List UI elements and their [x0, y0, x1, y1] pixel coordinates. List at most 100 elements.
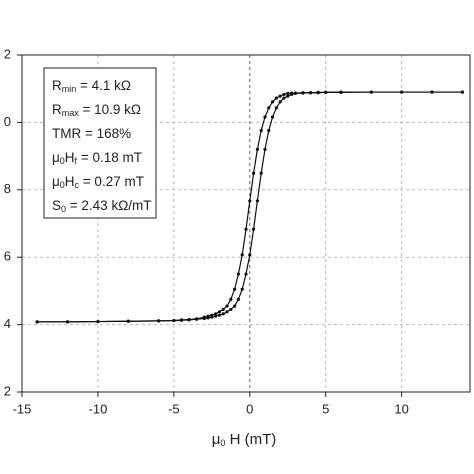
text-part: H — [65, 174, 75, 189]
subscript: c — [75, 180, 80, 190]
data-point — [293, 91, 297, 95]
data-point — [301, 91, 305, 95]
data-point — [267, 128, 271, 133]
data-point — [96, 319, 100, 324]
data-point — [225, 304, 229, 308]
data-point — [259, 171, 263, 175]
data-point — [308, 91, 313, 95]
data-point — [157, 319, 161, 323]
data-point — [229, 297, 233, 301]
data-point — [274, 96, 278, 100]
data-point — [274, 106, 278, 110]
data-point — [248, 199, 252, 203]
data-point — [248, 253, 252, 257]
text-part: μ — [52, 150, 60, 165]
data-point — [316, 90, 320, 95]
data-point — [263, 115, 267, 119]
y-tick-label: 8 — [4, 181, 11, 196]
text-part: TMR = 168% — [52, 126, 131, 141]
plot-frame — [21, 54, 471, 393]
data-point — [286, 94, 290, 98]
data-point — [430, 90, 434, 94]
data-point — [195, 317, 199, 321]
data-point — [172, 318, 176, 323]
x-tick-label: 5 — [322, 401, 329, 416]
data-point — [460, 90, 465, 94]
data-point — [214, 314, 218, 318]
text-line: TMR = 168% — [52, 126, 131, 141]
data-point — [255, 199, 259, 203]
data-point — [324, 90, 328, 95]
data-point — [259, 128, 263, 133]
text-line: S0 = 2.43 kΩ/mT — [52, 198, 152, 215]
data-point — [263, 147, 267, 151]
x-tick-label: -15 — [13, 401, 32, 416]
text-part: R — [52, 102, 62, 117]
annotation-box — [43, 67, 157, 219]
data-point — [229, 307, 233, 312]
subscript: f — [75, 156, 78, 166]
data-point — [225, 310, 229, 314]
text-line: μ0Hf = 0.18 mT — [52, 150, 142, 167]
data-point — [251, 227, 256, 231]
y-tick-label: 0 — [4, 114, 11, 129]
data-point — [187, 317, 191, 322]
data-point — [221, 312, 225, 316]
subscript: max — [62, 108, 80, 118]
data-point — [267, 106, 271, 110]
subscript: min — [62, 84, 77, 94]
data-point — [217, 313, 222, 317]
y-tick-label: 4 — [4, 316, 11, 331]
text-part: = 2.43 kΩ/mT — [66, 198, 152, 213]
x-tick-label: 0 — [246, 401, 253, 416]
data-point — [240, 287, 244, 291]
text-part: S — [52, 198, 61, 213]
data-point — [286, 91, 290, 96]
subscript: 0 — [60, 180, 65, 190]
data-point — [35, 320, 39, 324]
data-point — [270, 115, 275, 119]
text-part: R — [52, 78, 62, 93]
data-point — [202, 315, 206, 319]
y-tick-label: 2 — [4, 46, 11, 61]
data-point — [236, 297, 241, 301]
text-part: = 4.1 kΩ — [76, 78, 131, 93]
data-point — [282, 96, 286, 100]
data-point — [255, 147, 259, 151]
data-point — [278, 94, 282, 98]
data-point — [244, 227, 248, 231]
data-point — [179, 318, 184, 322]
text-part: μ — [212, 431, 221, 448]
data-point — [369, 90, 373, 94]
text-line: μ0Hc = 0.27 mT — [52, 174, 144, 191]
data-point — [278, 100, 282, 104]
text-part: H (mT) — [225, 431, 276, 448]
data-point — [233, 287, 237, 291]
data-point — [282, 92, 286, 97]
subscript: 0 — [60, 156, 65, 166]
subscript: 0 — [220, 438, 225, 448]
data-point — [214, 312, 218, 316]
data-point — [233, 304, 237, 308]
data-point — [339, 90, 343, 94]
text-part: = 10.9 kΩ — [79, 102, 141, 117]
data-point — [217, 310, 222, 314]
data-point — [251, 171, 256, 175]
text-line: Rmax = 10.9 kΩ — [52, 102, 141, 119]
data-point — [400, 90, 404, 94]
data-point — [270, 100, 275, 104]
text-line: Rmin = 4.1 kΩ — [52, 78, 131, 95]
data-point — [221, 307, 225, 312]
y-tick-label: 6 — [4, 249, 11, 264]
text-part: = 0.27 mT — [79, 174, 144, 189]
data-point — [289, 91, 294, 95]
data-point — [210, 313, 214, 317]
text-part: μ — [52, 174, 60, 189]
data-point — [206, 314, 210, 318]
text-part: H — [65, 150, 75, 165]
text-line: μ0 H (mT) — [212, 431, 277, 448]
data-point — [244, 272, 248, 276]
subscript: 0 — [61, 204, 66, 214]
data-point — [240, 253, 244, 257]
